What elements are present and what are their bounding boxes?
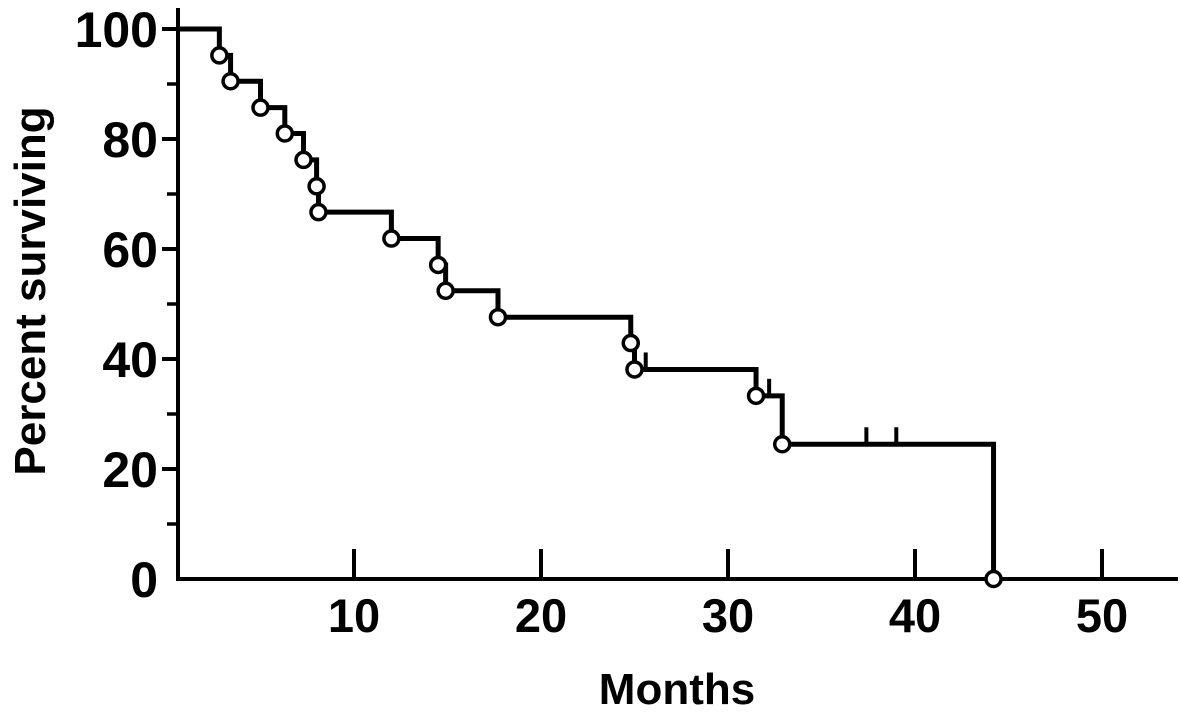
event-marker (984, 569, 1003, 589)
event-marker (210, 46, 229, 65)
y-tick-label: 60 (102, 222, 158, 278)
y-tick-label: 20 (102, 442, 158, 498)
survival-step-path (178, 26, 997, 579)
event-marker (382, 229, 401, 248)
event-marker (307, 177, 326, 196)
x-tick-label: 10 (328, 589, 380, 642)
y-tick-label: 80 (102, 112, 158, 168)
chart-plot-area: 0 20 40 60 80 100 10 20 30 40 50 (75, 2, 1178, 642)
event-marker (251, 98, 270, 117)
x-tick-label: 20 (515, 589, 567, 642)
x-tick-label: 50 (1076, 589, 1128, 642)
event-marker (436, 281, 455, 301)
event-marker (772, 435, 792, 454)
event-marker (488, 307, 508, 327)
event-marker (746, 386, 766, 406)
y-tick-label: 0 (130, 552, 158, 608)
y-tick-label: 100 (75, 2, 158, 58)
x-axis-title: Months (599, 665, 755, 712)
event-marker (221, 72, 240, 91)
x-tick-label: 40 (889, 589, 941, 642)
event-marker (309, 202, 328, 222)
event-marker (625, 360, 644, 379)
event-marker (428, 255, 448, 275)
event-marker (294, 150, 313, 170)
event-marker (621, 333, 641, 353)
x-tick-label: 30 (702, 589, 754, 642)
y-axis-title: Percent surviving (6, 106, 55, 475)
y-tick-label: 40 (102, 332, 158, 388)
event-marker (275, 124, 295, 143)
